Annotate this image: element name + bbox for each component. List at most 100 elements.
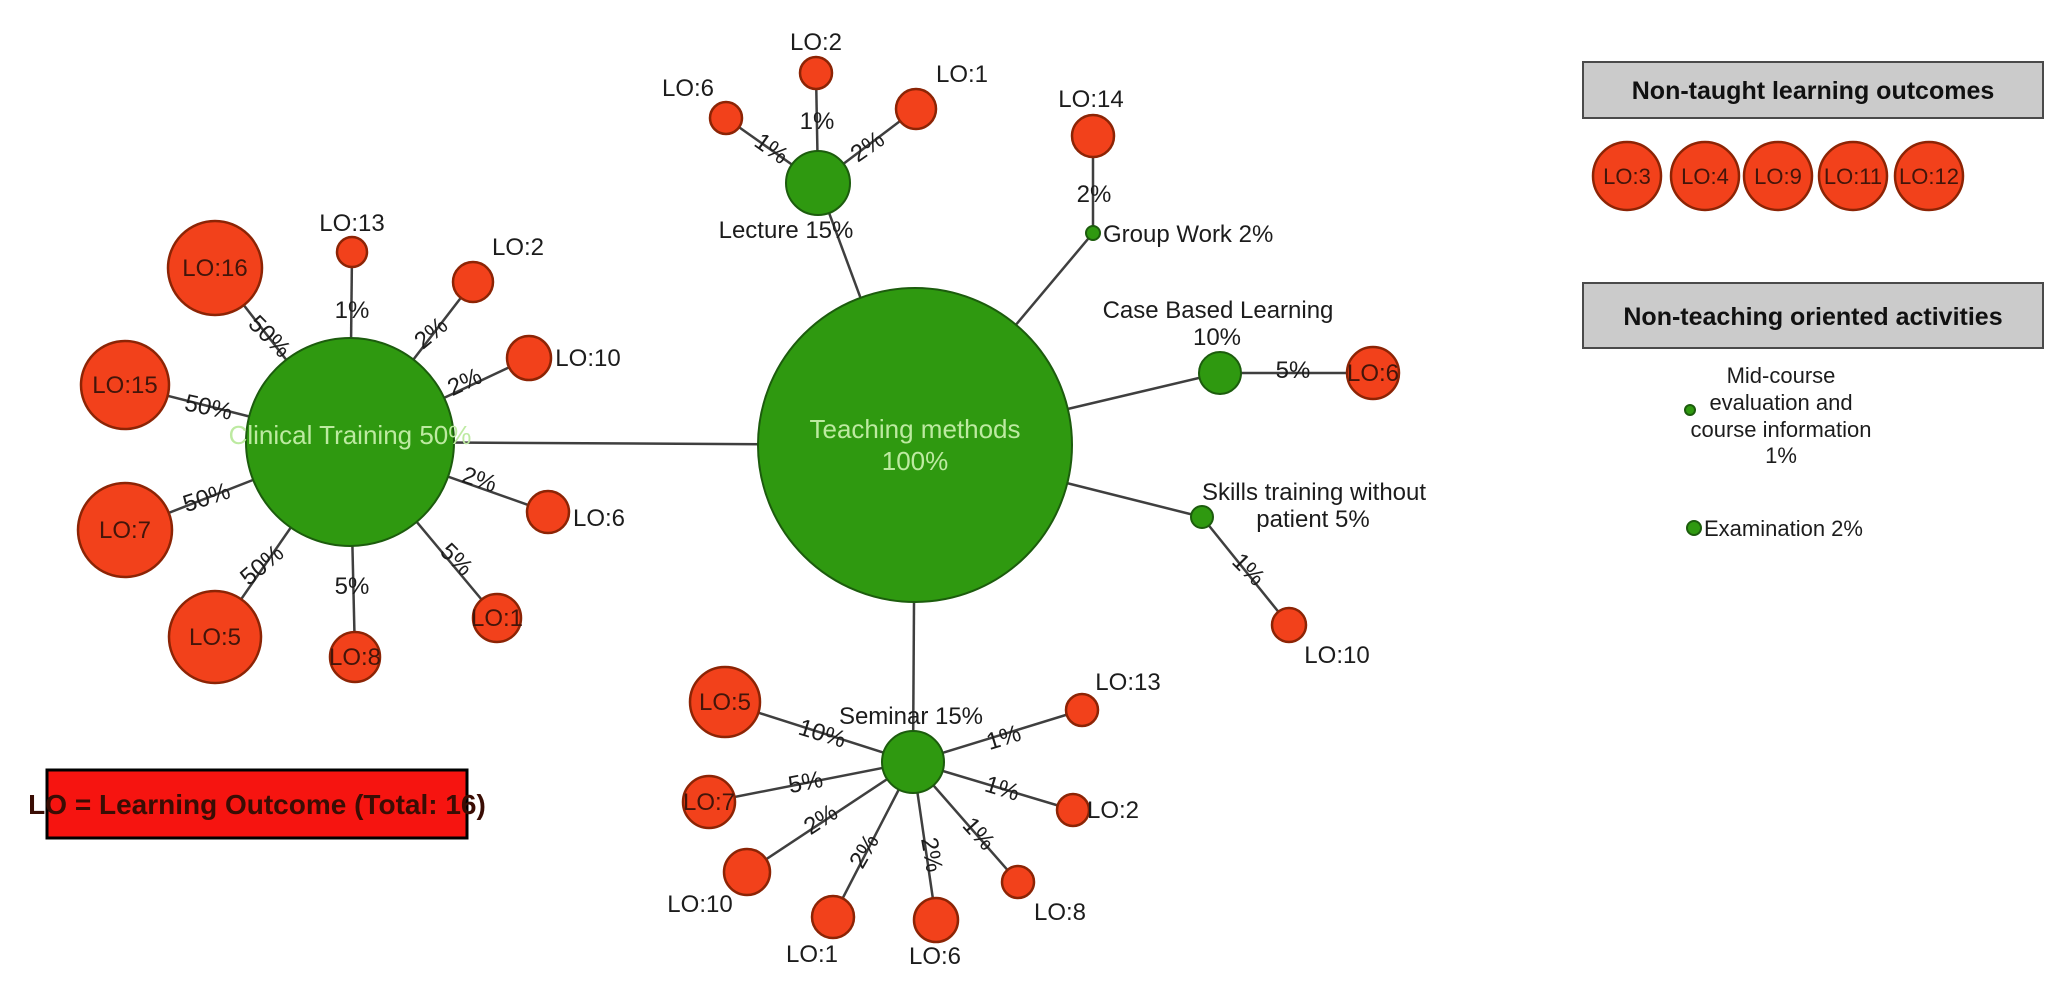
outcome-label-seminar-lo8: LO:8 xyxy=(1034,899,1086,926)
outcome-label-lo8: LO:8 xyxy=(329,644,381,671)
non-taught-circle-lo12 xyxy=(1893,140,1965,212)
edge-pct-clinical-lo13: 1% xyxy=(335,297,370,324)
outcome-circle-lecture-lo1 xyxy=(894,87,938,131)
outcome-label-lo14: LO:14 xyxy=(1058,86,1123,113)
case-based-circle xyxy=(1198,351,1242,395)
outcome-label-casebased-lo6: LO:6 xyxy=(1347,360,1399,387)
outcome-circle-lo14 xyxy=(1070,113,1116,159)
outcome-circle-lo8 xyxy=(328,630,382,684)
skills-training-title-line2: patient 5% xyxy=(1256,506,1369,533)
outcome-circle-seminar-lo6 xyxy=(912,896,960,944)
edge-pct-clinical-lo16: 50% xyxy=(243,310,296,363)
note-text: LO = Learning Outcome (Total: 16) xyxy=(28,789,486,820)
outcome-label-lo2: LO:2 xyxy=(492,234,544,261)
outcome-label-lo10: LO:10 xyxy=(555,345,620,372)
outcome-circle-skills-lo10 xyxy=(1270,606,1308,644)
seminar-cluster: Seminar 15% LO:5 LO:7 LO:10 LO:1 LO:6 LO… xyxy=(667,665,1161,970)
mid-course-dot xyxy=(1684,404,1696,416)
outcome-label-seminar-lo5: LO:5 xyxy=(699,689,751,716)
edge-pct-lecture-lo2: 1% xyxy=(800,108,835,135)
edge-pct-clinical-lo7: 50% xyxy=(180,478,234,519)
note-box xyxy=(45,768,469,840)
edge-pct-groupwork-lo14: 2% xyxy=(1077,181,1112,208)
edge-pct-seminar-lo1: 2% xyxy=(844,829,885,873)
edge-pct-clinical-lo8: 5% xyxy=(335,573,370,600)
edge-seminar-lo10 xyxy=(746,760,914,874)
edge-pct-seminar-lo6: 2% xyxy=(915,835,948,874)
outcome-circle-lecture-lo6 xyxy=(708,100,744,136)
outcome-circle-lo1 xyxy=(471,592,523,644)
outcome-label-lo13: LO:13 xyxy=(319,210,384,237)
examination-label: Examination 2% xyxy=(1704,516,1863,541)
outcome-circle-lo16 xyxy=(166,219,264,317)
case-based-pct: 10% xyxy=(1193,324,1241,351)
skills-training-circle xyxy=(1190,505,1214,529)
outcome-label-lo5: LO:5 xyxy=(189,624,241,651)
outcome-circle-lo15 xyxy=(79,339,171,431)
outcome-label-lecture-lo6: LO:6 xyxy=(662,75,714,102)
non-taught-header-title: Non-taught learning outcomes xyxy=(1632,77,1995,105)
teaching-methods-circle xyxy=(757,287,1073,603)
outcome-circle-seminar-lo10 xyxy=(722,847,772,897)
edge-pct-clinical-lo1: 5% xyxy=(434,538,478,582)
non-taught-label-lo12: LO:12 xyxy=(1899,164,1959,189)
non-taught-circle-lo9 xyxy=(1742,140,1814,212)
outcome-label-lo6: LO:6 xyxy=(573,505,625,532)
teaching-methods-title: Teaching methods xyxy=(809,414,1020,444)
outcome-label-lecture-lo1: LO:1 xyxy=(936,61,988,88)
outcome-circle-lo10 xyxy=(505,334,553,382)
case-based-learning-cluster: Case Based Learning 10% LO:6 5% xyxy=(1103,297,1401,401)
non-taught-circle-lo4 xyxy=(1669,140,1741,212)
examination-dot xyxy=(1686,520,1702,536)
edge-pct-clinical-lo5: 50% xyxy=(235,539,289,591)
non-teaching-header-box xyxy=(1582,282,2044,349)
outcome-label-lo15: LO:15 xyxy=(92,372,157,399)
outcome-circle-seminar-lo1 xyxy=(810,894,856,940)
edge-pct-seminar-lo2: 1% xyxy=(982,771,1023,807)
group-work-dot xyxy=(1085,225,1101,241)
outcome-circle-lo6 xyxy=(525,489,571,535)
mid-course-line1: Mid-course xyxy=(1727,363,1836,388)
outcome-circle-seminar-lo2 xyxy=(1055,792,1091,828)
outcome-label-seminar-lo10: LO:10 xyxy=(667,891,732,918)
outcome-label-seminar-lo1: LO:1 xyxy=(786,941,838,968)
edge-pct-lecture-lo6: 1% xyxy=(749,128,793,170)
clinical-training-title: Clinical Training 50% xyxy=(229,420,472,450)
non-teaching-panel: Non-teaching oriented activities Mid-cou… xyxy=(1582,282,2044,541)
non-teaching-header-title: Non-teaching oriented activities xyxy=(1623,303,2002,331)
case-based-title: Case Based Learning xyxy=(1103,297,1334,324)
clinical-training-cluster: Clinical Training 50% LO:13 LO:2 LO:10 L… xyxy=(76,210,625,685)
note-box-group: LO = Learning Outcome (Total: 16) xyxy=(28,768,486,840)
lecture-circle xyxy=(785,150,851,216)
outcome-circle-lo13 xyxy=(335,235,369,269)
non-taught-label-lo9: LO:9 xyxy=(1754,164,1802,189)
teaching-methods-pct: 100% xyxy=(882,446,949,476)
outcome-circle-seminar-lo7 xyxy=(681,774,737,830)
lecture-title: Lecture 15% xyxy=(719,217,854,244)
group-work-cluster: Group Work 2% LO:14 2% xyxy=(1058,86,1273,248)
skills-training-title-line1: Skills training without xyxy=(1202,479,1426,506)
seminar-circle xyxy=(881,730,945,794)
outcome-circle-casebased-lo6 xyxy=(1345,345,1401,401)
edge-pct-lecture-lo1: 2% xyxy=(846,126,890,168)
outcome-label-seminar-lo7: LO:7 xyxy=(683,789,735,816)
outcome-label-lecture-lo2: LO:2 xyxy=(790,29,842,56)
group-work-title: Group Work 2% xyxy=(1103,221,1273,248)
non-taught-label-lo4: LO:4 xyxy=(1681,164,1729,189)
non-taught-circle-lo11 xyxy=(1817,140,1889,212)
edge-pct-seminar-lo13: 1% xyxy=(983,720,1024,756)
outcome-circle-seminar-lo8 xyxy=(1000,864,1036,900)
outcome-circle-lecture-lo2 xyxy=(798,55,834,91)
outcome-label-lo1: LO:1 xyxy=(471,605,523,632)
outcome-label-lo16: LO:16 xyxy=(182,255,247,282)
outcome-circle-lo5 xyxy=(167,589,263,685)
non-taught-header-box xyxy=(1582,61,2044,119)
edge-pct-seminar-lo7: 5% xyxy=(786,766,825,799)
edge-pct-casebased-lo6: 5% xyxy=(1276,357,1311,384)
outcome-circle-lo2 xyxy=(451,260,495,304)
non-taught-label-lo11: LO:11 xyxy=(1824,164,1882,189)
mid-course-line4: 1% xyxy=(1765,443,1797,468)
edge-skills-lo10 xyxy=(1201,516,1290,626)
